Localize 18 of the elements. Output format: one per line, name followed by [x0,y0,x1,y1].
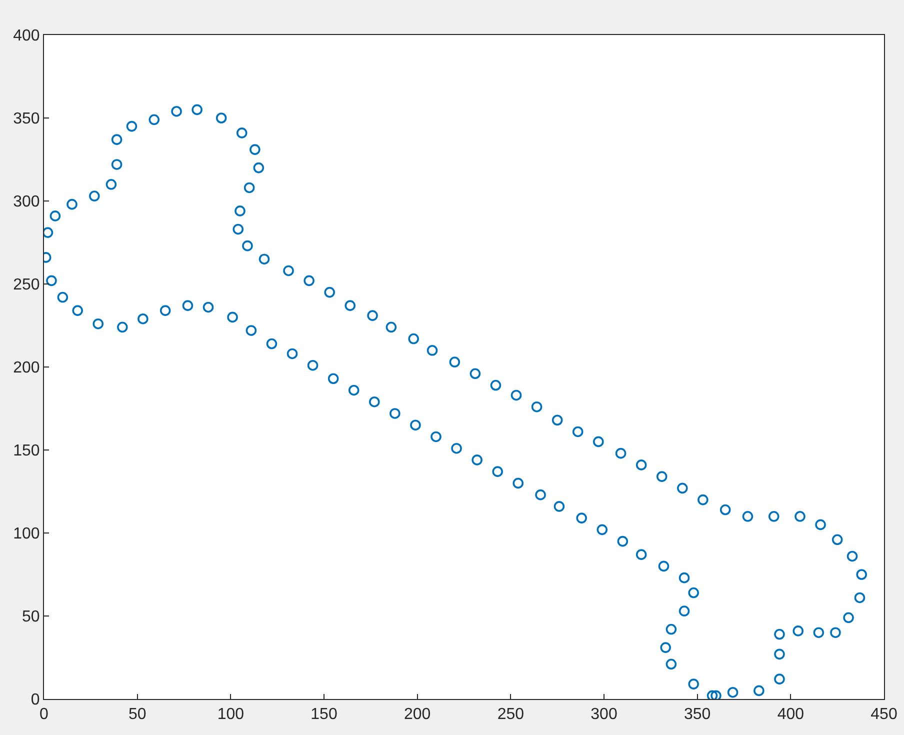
x-tick-label: 150 [310,706,338,724]
x-tick-label: 100 [217,706,244,724]
x-tick-label: 350 [684,706,711,724]
y-tick-label: 250 [13,276,40,294]
y-tick-label: 300 [13,194,40,211]
x-tick-label: 250 [497,706,524,724]
x-tick-label: 50 [128,706,146,724]
y-tick-label: 400 [13,28,40,45]
y-tick-label: 50 [22,608,40,626]
x-tick-label: 400 [777,706,804,724]
y-tick-label: 0 [30,692,40,709]
y-tick-label: 350 [13,110,40,128]
y-tick-label: 200 [13,360,40,377]
x-tick-label: 450 [870,706,898,724]
x-tick-label: 300 [590,706,618,724]
y-tick-label: 150 [13,442,40,460]
x-tick-label: 200 [404,706,431,724]
y-tick-label: 100 [13,526,40,543]
